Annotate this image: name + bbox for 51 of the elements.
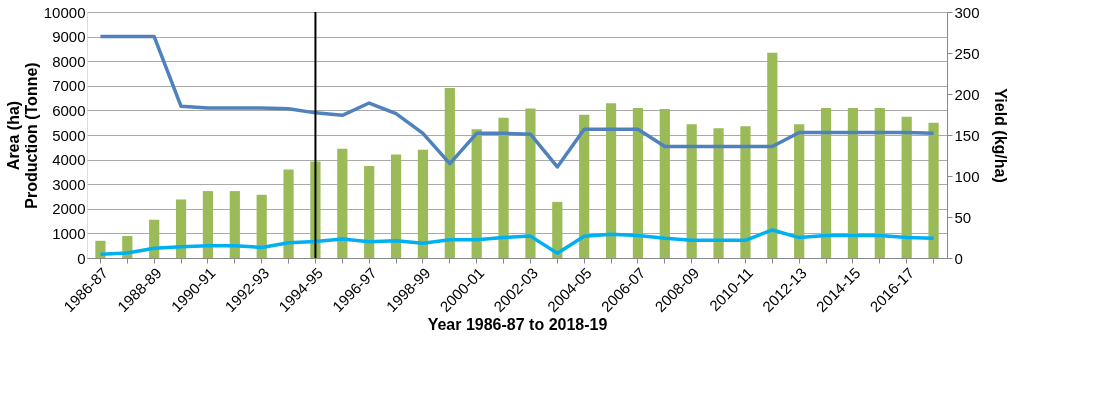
bar [283,169,294,258]
bar [605,103,617,258]
y-tick-label: 1000 [52,224,86,242]
bar [498,117,509,258]
y-tick-label: 8000 [52,52,86,70]
bar [256,194,267,258]
bar [901,116,912,258]
bar [552,201,563,258]
bar [417,149,429,258]
bar [525,108,536,258]
bar [713,128,724,258]
bar [794,124,805,258]
bar [229,191,240,258]
line-series [98,34,936,169]
bar [632,107,644,258]
y-tick-label: 5000 [52,126,86,144]
bar [874,107,885,258]
y2-tick-label: 250 [954,44,980,62]
bar [579,114,590,258]
y-tick-label: 9000 [52,28,86,46]
y-tick-label: 0 [77,249,86,267]
bar [175,199,187,258]
bar [390,154,402,258]
y-tick-label: 3000 [52,175,86,193]
bar [659,108,670,258]
bar [202,191,214,258]
x-axis-title: Year 1986-87 to 2018-19 [427,316,608,334]
bar [364,166,375,258]
bar [686,124,697,258]
y-tick-label: 2000 [52,200,86,218]
y2-tick-label: 0 [954,249,963,267]
y-tick-label: 7000 [52,77,86,95]
bar [847,107,859,258]
y2-tick-label: 50 [954,208,972,226]
y2-tick-label: 150 [954,126,980,144]
bar [444,88,455,258]
bar [337,148,348,258]
y-tick-label: 4000 [52,151,86,169]
bar [740,126,751,258]
y2-tick-label: 200 [954,85,980,103]
y-tick-label: 6000 [52,101,86,119]
y2-tick-label: 100 [954,167,980,185]
y-axis-title: Area (ha) Production (Tonne) [4,62,40,209]
y2-tick-label: 300 [954,3,980,21]
bar [820,107,832,258]
line-series [98,228,936,257]
bar [928,122,939,258]
bar [767,52,778,258]
bar [471,129,482,258]
y2-axis-title: Yield (kg/ha) [991,88,1009,183]
y-tick-label: 10000 [43,3,86,21]
